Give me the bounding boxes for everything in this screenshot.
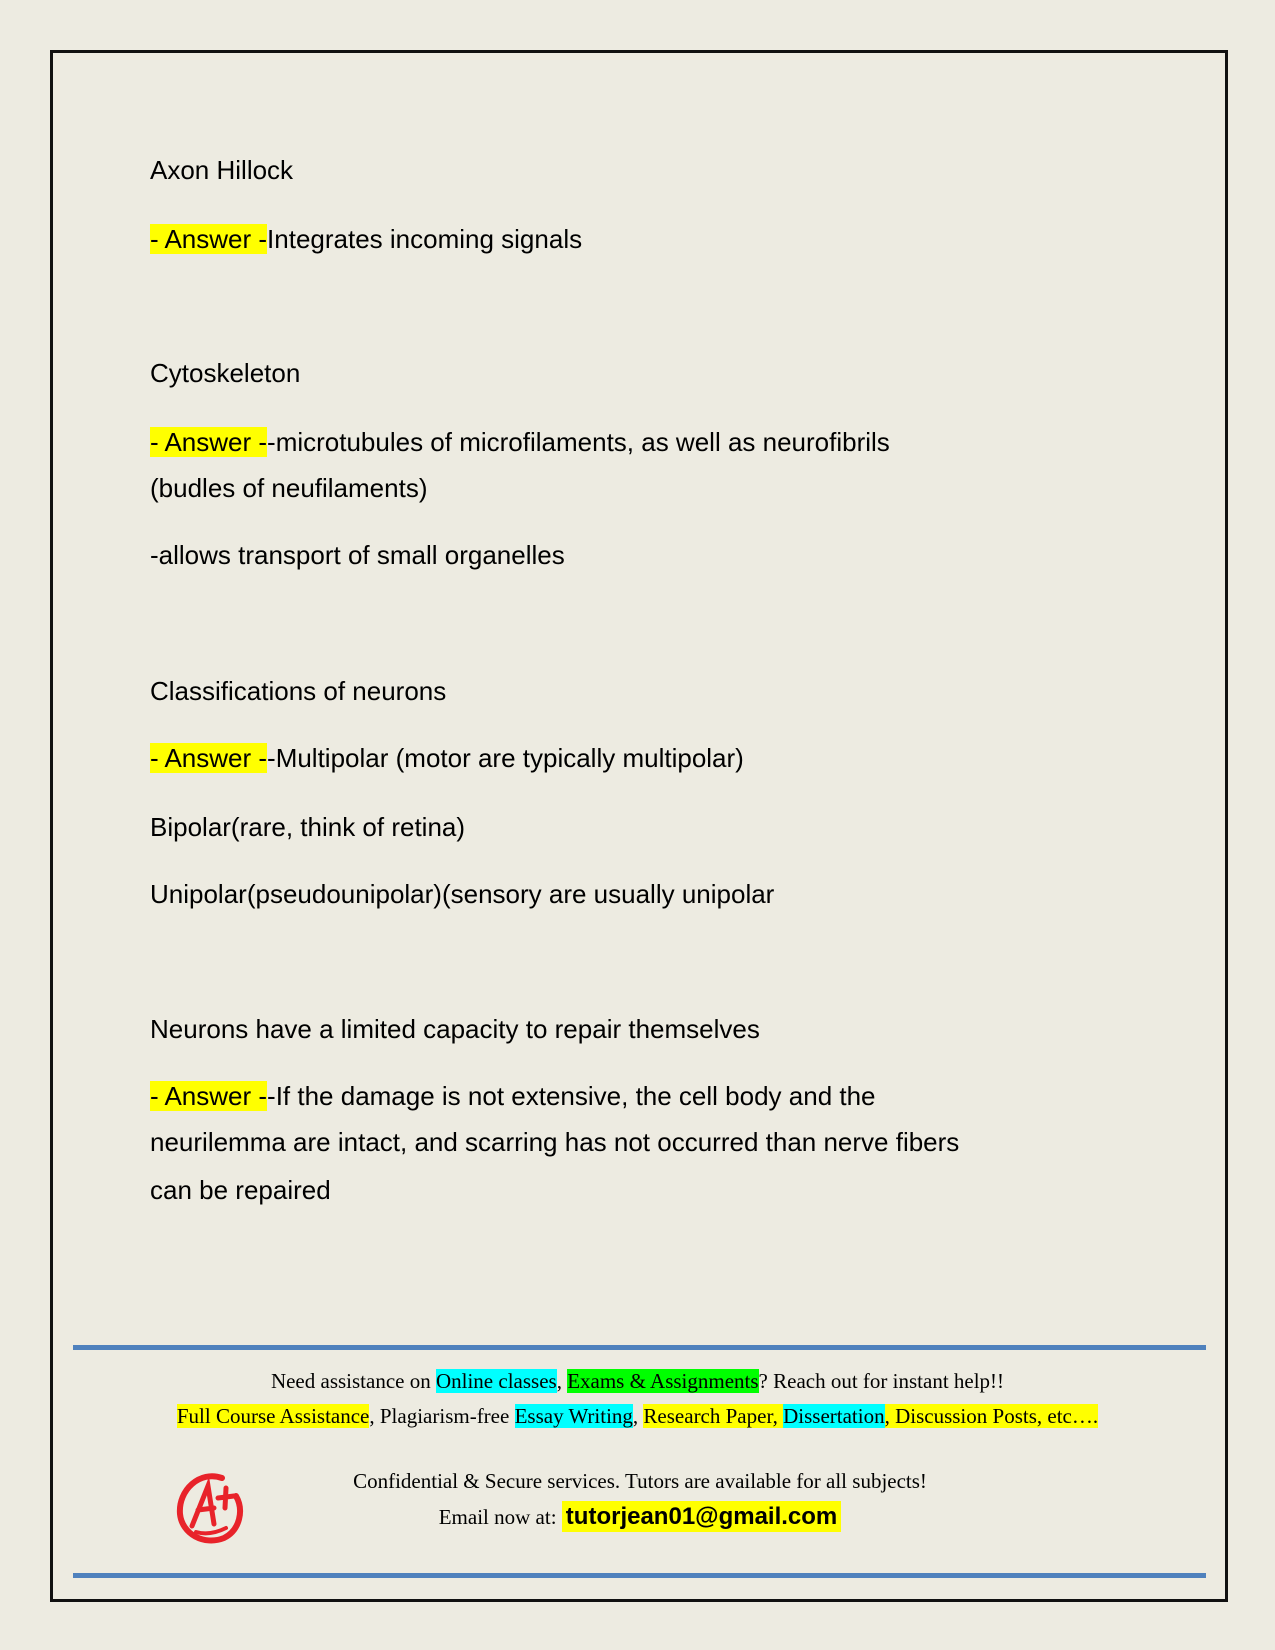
answer-label: - Answer - bbox=[150, 1081, 268, 1111]
answer-axon-hillock: - Answer -Integrates incoming signals bbox=[150, 222, 582, 256]
email-label: Email now at: bbox=[438, 1505, 562, 1529]
answer-label: - Answer - bbox=[150, 743, 268, 773]
exams-highlight: Exams & Assignments bbox=[567, 1369, 759, 1393]
page-border bbox=[50, 50, 1228, 1602]
answer-line: Bipolar(rare, think of retina) bbox=[150, 812, 466, 842]
footer-line-1: Need assistance on Online classes, Exams… bbox=[0, 1367, 1275, 1395]
footer-text: , bbox=[632, 1404, 644, 1428]
answer-cytoskeleton: - Answer --microtubules of microfilament… bbox=[150, 425, 890, 459]
footer-text: Need assistance on bbox=[270, 1369, 436, 1393]
footer-text: , Plagiarism-free bbox=[369, 1404, 515, 1428]
term-classifications: Classifications of neurons bbox=[150, 676, 447, 706]
essay-highlight: Essay Writing bbox=[514, 1404, 633, 1428]
footer-top-rule bbox=[73, 1345, 1206, 1350]
discussion-highlight: , Discussion Posts, etc…. bbox=[884, 1404, 1099, 1428]
term-neuron-repair: Neurons have a limited capacity to repai… bbox=[150, 1014, 760, 1044]
research-highlight: Research Paper, bbox=[643, 1404, 784, 1428]
answer-text: -Multipolar (motor are typically multipo… bbox=[267, 743, 744, 773]
term-axon-hillock: Axon Hillock bbox=[150, 155, 294, 185]
full-course-highlight: Full Course Assistance bbox=[176, 1404, 370, 1428]
footer-bottom-rule bbox=[73, 1573, 1206, 1578]
email-link[interactable]: tutorjean01@gmail.com bbox=[561, 1501, 842, 1532]
answer-neuron-repair: - Answer --If the damage is not extensiv… bbox=[150, 1079, 876, 1113]
answer-text: Integrates incoming signals bbox=[267, 224, 583, 254]
answer-text: -If the damage is not extensive, the cel… bbox=[267, 1081, 876, 1111]
answer-text: -microtubules of microfilaments, as well… bbox=[267, 427, 890, 457]
answer-line: can be repaired bbox=[150, 1175, 331, 1205]
answer-line: Unipolar(pseudounipolar)(sensory are usu… bbox=[150, 879, 775, 909]
online-classes-highlight: Online classes bbox=[435, 1369, 557, 1393]
footer-email-line: Email now at: tutorjean01@gmail.com bbox=[270, 1501, 1010, 1532]
answer-line: -allows transport of small organelles bbox=[150, 540, 565, 570]
footer-text: ? Reach out for instant help!! bbox=[758, 1369, 1005, 1393]
answer-label: - Answer - bbox=[150, 427, 268, 457]
answer-classifications: - Answer --Multipolar (motor are typical… bbox=[150, 741, 744, 775]
footer-line-2: Full Course Assistance, Plagiarism-free … bbox=[0, 1402, 1275, 1430]
dissertation-highlight: Dissertation bbox=[783, 1404, 885, 1428]
footer-line-3: Confidential & Secure services. Tutors a… bbox=[353, 1469, 927, 1493]
answer-label: - Answer - bbox=[150, 224, 268, 254]
term-cytoskeleton: Cytoskeleton bbox=[150, 358, 301, 388]
answer-line: neurilemma are intact, and scarring has … bbox=[150, 1127, 960, 1157]
answer-line: (budles of neufilaments) bbox=[150, 473, 428, 503]
a-plus-grade-icon bbox=[176, 1473, 243, 1544]
footer-text: , bbox=[556, 1369, 568, 1393]
